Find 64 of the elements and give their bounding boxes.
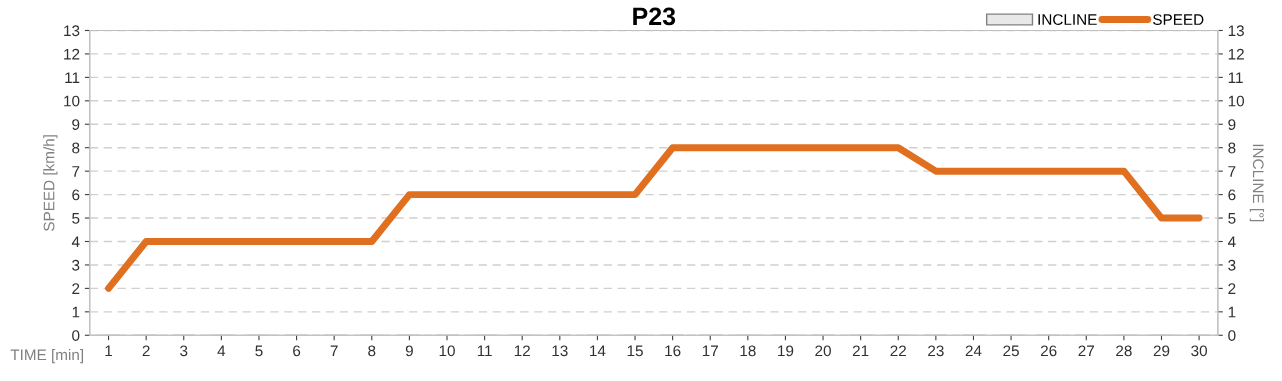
x-tick-label: 14 bbox=[590, 345, 606, 357]
y2-tick-label: 7 bbox=[1228, 166, 1236, 177]
x-tick-label: 11 bbox=[477, 345, 492, 357]
x-tick-label: 5 bbox=[255, 345, 263, 357]
x-tick-label: 30 bbox=[1191, 345, 1207, 357]
y-tick-label: 0 bbox=[72, 330, 80, 341]
x-tick-label: 9 bbox=[405, 345, 413, 357]
y-tick-label: 4 bbox=[71, 236, 80, 248]
y2-tick-label: 6 bbox=[1228, 189, 1236, 201]
x-tick-label: 22 bbox=[890, 345, 906, 357]
y2-tick-label: 12 bbox=[1228, 48, 1244, 60]
legend-label: INCLINE bbox=[1038, 14, 1097, 25]
x-tick-label: 16 bbox=[665, 345, 681, 357]
x-tick-label: 26 bbox=[1040, 345, 1057, 357]
x-tick-label: 17 bbox=[702, 345, 718, 357]
y-tick-label: 11 bbox=[65, 72, 80, 83]
x-tick-label: 29 bbox=[1153, 345, 1170, 357]
x-axis-title: TIME [min] bbox=[10, 349, 84, 364]
x-tick-label: 21 bbox=[852, 345, 869, 357]
x-tick-label: 27 bbox=[1078, 345, 1095, 357]
y-axis-title: SPEED [km/h] bbox=[43, 135, 58, 231]
y2-tick-label: 11 bbox=[1228, 72, 1243, 83]
y2-tick-label: 3 bbox=[1228, 259, 1236, 271]
y-tick-label: 12 bbox=[64, 48, 80, 60]
x-tick-label: 6 bbox=[293, 345, 301, 357]
x-tick-label: 24 bbox=[965, 345, 982, 357]
y-tick-label: 1 bbox=[72, 306, 80, 318]
y-tick-label: 2 bbox=[72, 283, 80, 294]
x-tick-label: 2 bbox=[142, 345, 150, 357]
y-tick-label: 8 bbox=[72, 142, 80, 154]
x-tick-label: 10 bbox=[439, 345, 455, 357]
y2-tick-label: 0 bbox=[1228, 330, 1236, 341]
x-tick-label: 8 bbox=[368, 345, 376, 357]
x-tick-label: 25 bbox=[1003, 345, 1019, 357]
x-tick-label: 7 bbox=[330, 345, 338, 357]
y2-tick-label: 13 bbox=[1228, 25, 1244, 37]
y2-tick-label: 4 bbox=[1227, 236, 1236, 248]
x-tick-label: 20 bbox=[815, 345, 831, 357]
legend-label: SPEED bbox=[1153, 14, 1204, 25]
y-tick-label: 13 bbox=[64, 25, 80, 37]
y-tick-label: 5 bbox=[72, 213, 80, 224]
y-tick-label: 9 bbox=[72, 119, 80, 130]
x-tick-label: 23 bbox=[928, 345, 944, 357]
x-tick-label: 12 bbox=[514, 345, 530, 357]
y2-tick-label: 8 bbox=[1228, 142, 1236, 154]
x-tick-label: 28 bbox=[1116, 345, 1132, 357]
y2-tick-label: 5 bbox=[1228, 213, 1236, 224]
x-tick-label: 13 bbox=[552, 345, 568, 357]
x-tick-label: 18 bbox=[740, 345, 756, 357]
y-tick-label: 3 bbox=[72, 259, 80, 271]
x-tick-label: 1 bbox=[105, 345, 113, 357]
x-tick-label: 3 bbox=[180, 345, 188, 357]
y2-tick-label: 10 bbox=[1228, 95, 1245, 107]
x-tick-label: 4 bbox=[217, 345, 226, 357]
y-tick-label: 6 bbox=[72, 189, 80, 201]
chart-title: P23 bbox=[633, 7, 676, 26]
y2-tick-label: 9 bbox=[1228, 119, 1236, 130]
y2-tick-label: 1 bbox=[1228, 306, 1236, 318]
y-tick-label: 7 bbox=[72, 166, 80, 177]
x-tick-label: 19 bbox=[778, 345, 794, 357]
y2-tick-label: 2 bbox=[1228, 283, 1236, 294]
y-tick-label: 10 bbox=[64, 95, 80, 107]
y2-axis-title: INCLINE [°] bbox=[1249, 144, 1265, 222]
x-tick-label: 15 bbox=[627, 345, 643, 357]
